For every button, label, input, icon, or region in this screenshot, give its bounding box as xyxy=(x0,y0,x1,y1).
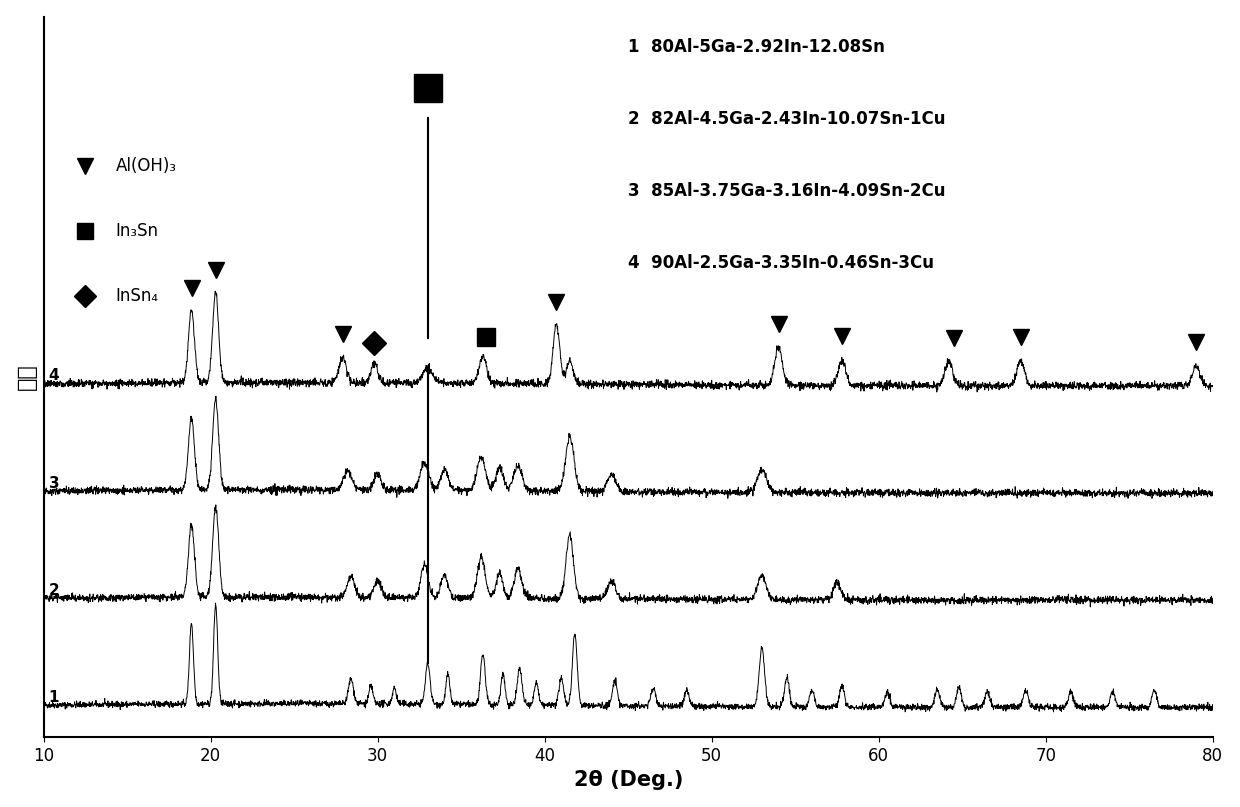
Text: 4: 4 xyxy=(48,369,60,383)
Text: 3: 3 xyxy=(48,475,60,491)
Text: Al(OH)₃: Al(OH)₃ xyxy=(115,157,176,174)
Y-axis label: 强度: 强度 xyxy=(16,363,37,391)
Text: 1: 1 xyxy=(48,690,60,705)
Text: 2  82Al-4.5Ga-2.43In-10.07Sn-1Cu: 2 82Al-4.5Ga-2.43In-10.07Sn-1Cu xyxy=(629,111,946,128)
Text: InSn₄: InSn₄ xyxy=(115,287,159,306)
Text: In₃Sn: In₃Sn xyxy=(115,222,159,240)
Text: 1  80Al-5Ga-2.92In-12.08Sn: 1 80Al-5Ga-2.92In-12.08Sn xyxy=(629,38,885,56)
Text: 2: 2 xyxy=(48,583,60,598)
Text: 4  90Al-2.5Ga-3.35In-0.46Sn-3Cu: 4 90Al-2.5Ga-3.35In-0.46Sn-3Cu xyxy=(629,254,934,273)
Text: 3  85Al-3.75Ga-3.16In-4.09Sn-2Cu: 3 85Al-3.75Ga-3.16In-4.09Sn-2Cu xyxy=(629,182,946,200)
X-axis label: 2θ (Deg.): 2θ (Deg.) xyxy=(574,771,683,790)
